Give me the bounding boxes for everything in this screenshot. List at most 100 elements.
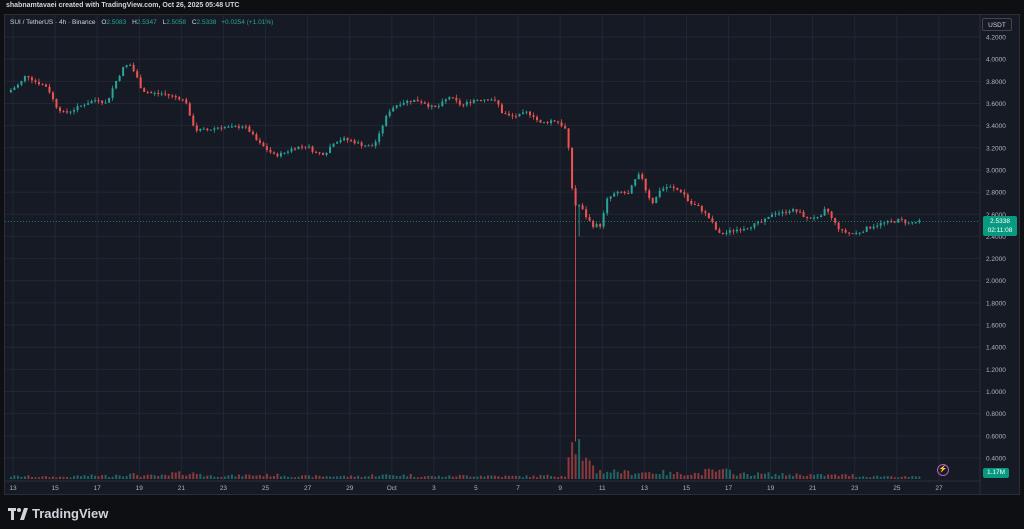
lightning-icon[interactable]: ⚡	[937, 464, 949, 476]
volume-bar	[87, 476, 90, 479]
candle-body	[567, 128, 570, 148]
candle-body	[599, 224, 602, 227]
ohlc-high-key: H	[132, 19, 137, 26]
time-tick-label: 17	[725, 485, 733, 492]
volume-bar	[108, 476, 111, 479]
time-tick-label: 15	[51, 485, 59, 492]
ohlc-low-key: L	[162, 19, 167, 26]
volume-bar	[286, 476, 289, 479]
volume-bar	[241, 476, 244, 479]
volume-bar	[858, 476, 861, 479]
candle-body	[360, 142, 363, 146]
candle-body	[244, 126, 247, 128]
volume-bar	[34, 477, 37, 479]
volume-bar	[23, 476, 26, 479]
volume-bar	[514, 475, 517, 479]
volume-bar	[76, 475, 79, 479]
volume-bar	[578, 439, 581, 479]
candle-body	[883, 222, 886, 224]
candle-body	[507, 113, 510, 116]
candle-body	[714, 222, 717, 230]
volume-bar	[476, 476, 479, 479]
volume-bar	[258, 475, 261, 479]
volume-bar	[37, 477, 40, 479]
price-tick-label: 3.8000	[986, 79, 1006, 86]
candle-body	[550, 120, 553, 124]
volume-bar	[115, 474, 118, 479]
candle-body	[841, 229, 844, 231]
volume-bar	[437, 475, 440, 479]
volume-bar	[806, 475, 809, 479]
candle-body	[385, 115, 388, 126]
volume-bar	[48, 477, 51, 479]
volume-bar	[616, 471, 619, 479]
candle-body	[290, 148, 293, 152]
candle-body	[560, 122, 563, 127]
volume-bar	[809, 473, 812, 479]
volume-bar	[220, 476, 223, 479]
candle-body	[707, 212, 710, 219]
volume-bar	[690, 474, 693, 479]
volume-bar	[388, 474, 391, 479]
candle-body	[553, 120, 556, 122]
time-tick-label: 17	[94, 485, 102, 492]
price-tick-label: 3.0000	[986, 167, 1006, 174]
time-tick-label: 7	[516, 485, 520, 492]
volume-bar	[279, 476, 282, 479]
volume-bar	[560, 475, 563, 479]
candle-body	[697, 204, 700, 207]
volume-bar	[185, 475, 188, 479]
candle-body	[41, 84, 44, 86]
time-tick-label: 9	[558, 485, 562, 492]
candle-body	[322, 153, 325, 155]
candle-body	[855, 232, 858, 234]
volume-bar	[143, 475, 146, 479]
volume-bar	[581, 460, 584, 479]
volume-bar	[16, 475, 19, 479]
candle-body	[686, 194, 689, 201]
price-tick-label: 2.6000	[986, 212, 1006, 219]
volume-bar	[360, 477, 363, 479]
tradingview-logo[interactable]: TradingView	[8, 506, 108, 521]
volume-bar	[395, 475, 398, 479]
volume-bar	[402, 474, 405, 479]
volume-bar	[27, 475, 30, 479]
volume-bar	[700, 475, 703, 479]
price-tick-label: 2.2000	[986, 256, 1006, 263]
candle-body	[80, 105, 83, 107]
volume-bar	[448, 475, 451, 479]
volume-bar	[851, 474, 854, 479]
candle-body	[213, 128, 216, 130]
price-tick-label: 1.6000	[986, 323, 1006, 330]
volume-bar	[336, 476, 339, 479]
price-tick-label: 2.8000	[986, 190, 1006, 197]
volume-bar	[111, 476, 114, 479]
volume-bar	[763, 473, 766, 479]
volume-bar	[735, 475, 738, 479]
volume-bar	[227, 475, 230, 479]
time-tick-label: 23	[220, 485, 228, 492]
volume-bar	[504, 475, 507, 479]
chart-panel[interactable]	[4, 14, 1020, 495]
candle-body	[178, 97, 181, 100]
candle-body	[441, 101, 444, 107]
volume-bar	[146, 474, 149, 479]
price-tick-label: 4.0000	[986, 57, 1006, 64]
volume-bar	[525, 475, 528, 479]
candle-body	[462, 104, 465, 106]
volume-bar	[620, 473, 623, 479]
price-tick-label: 0.6000	[986, 433, 1006, 440]
volume-bar	[532, 475, 535, 479]
time-tick-label: 25	[262, 485, 270, 492]
candle-body	[497, 100, 500, 105]
time-tick-label: 5	[474, 485, 478, 492]
candle-body	[623, 191, 626, 194]
volume-bar	[399, 475, 402, 479]
ohlc-close: 2.5338	[196, 19, 217, 26]
volume-bar	[332, 476, 335, 479]
volume-bar	[364, 476, 367, 479]
volume-bar	[802, 476, 805, 479]
currency-button[interactable]: USDT	[982, 18, 1012, 31]
candle-body	[557, 121, 560, 123]
